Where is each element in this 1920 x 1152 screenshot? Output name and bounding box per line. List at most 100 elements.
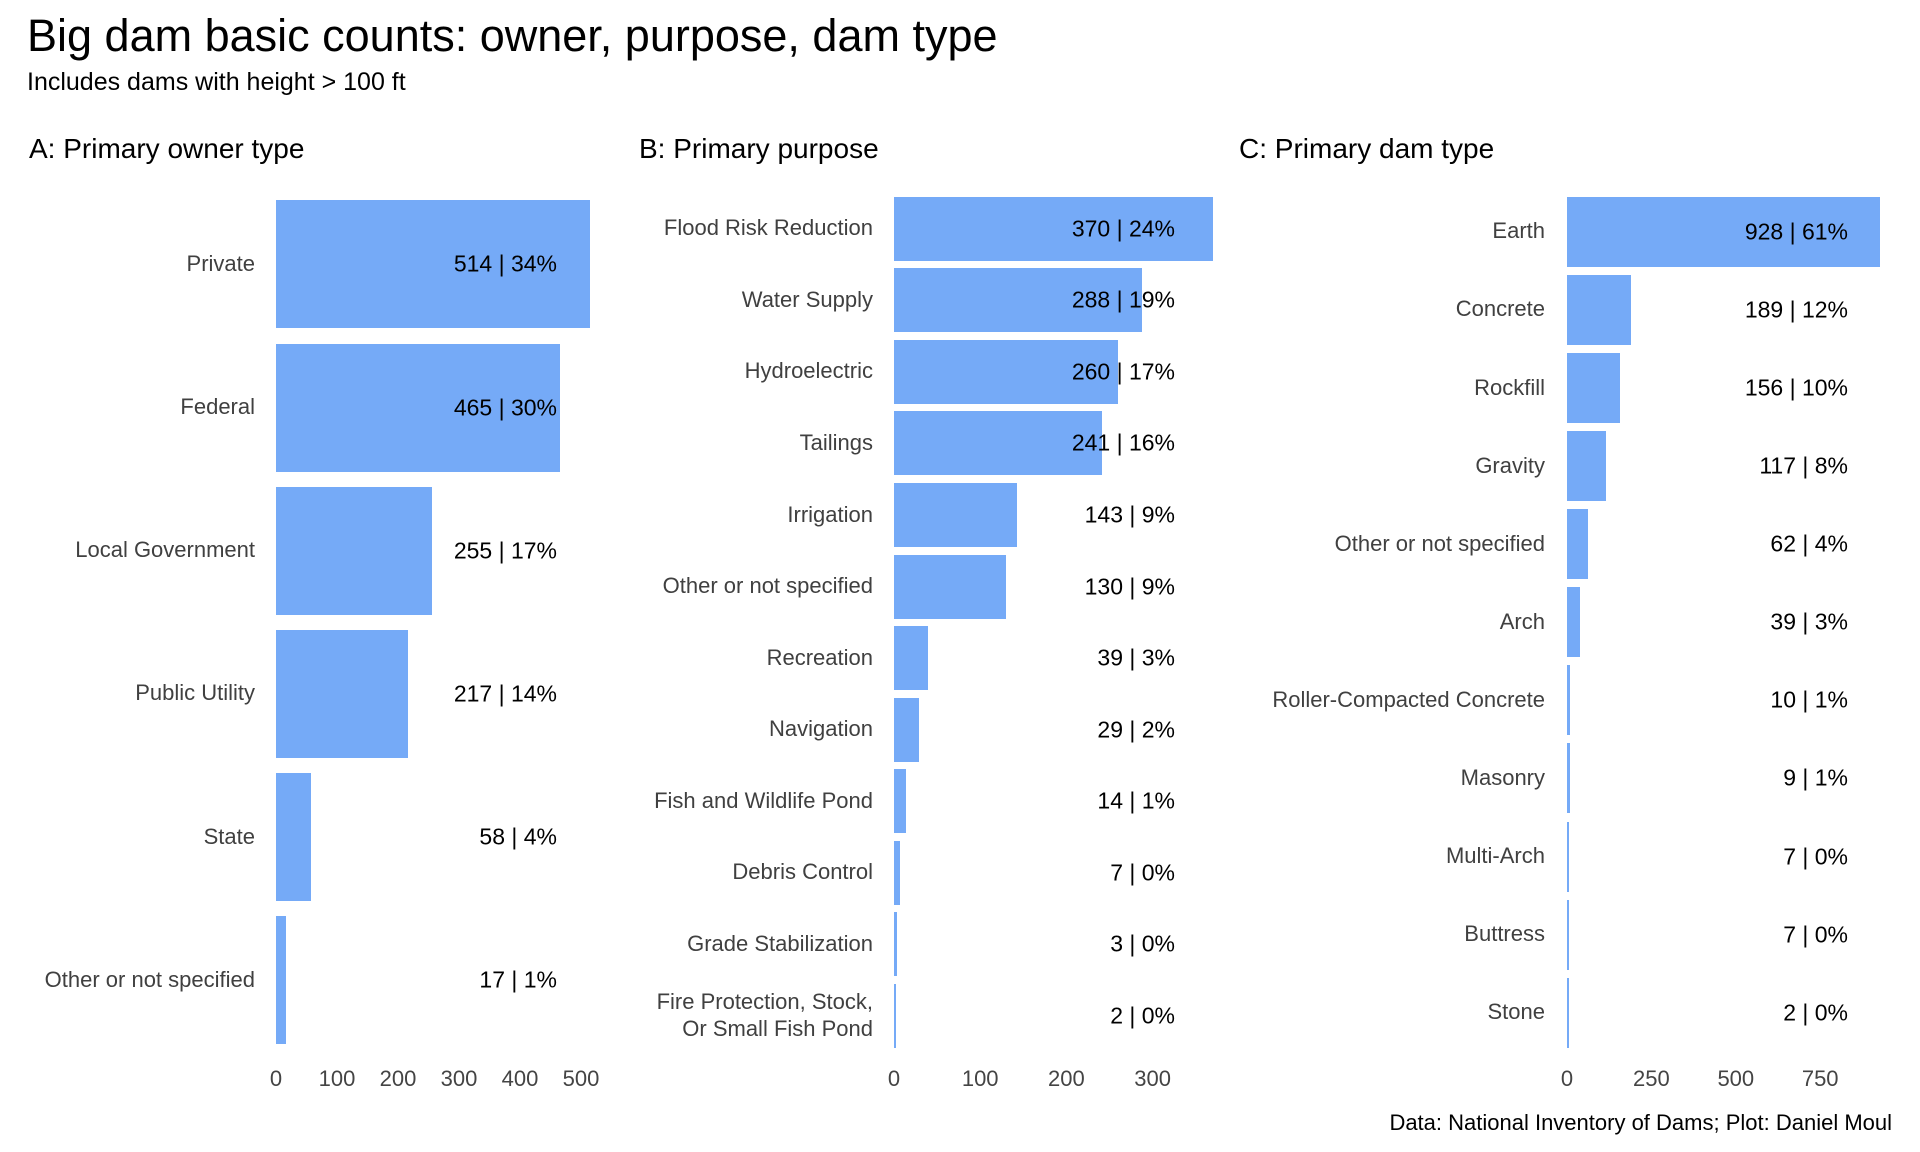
bar — [894, 769, 907, 834]
category-label: Concrete — [1455, 296, 1545, 322]
bar — [894, 196, 1213, 261]
value-label: 288 | 19% — [1071, 286, 1175, 313]
value-label: 58 | 4% — [479, 823, 557, 850]
bar-plot-area: 465 | 30% — [276, 336, 590, 479]
category-label: Other or not specified — [662, 573, 873, 599]
category-label: Private — [186, 250, 255, 276]
category-label: Buttress — [1464, 921, 1545, 947]
bar-row: Federal 465 | 30% — [24, 336, 590, 479]
bar — [276, 629, 409, 758]
axis-tick-label: 500 — [562, 1065, 600, 1091]
bar-row: Private 514 | 34% — [24, 193, 590, 336]
category-label: Other or not specified — [44, 966, 255, 992]
bar-row: Gravity 117 | 8% — [1224, 427, 1892, 505]
bar-plot-area: 928 | 61% — [1567, 193, 1892, 271]
bar-plot-area: 217 | 14% — [276, 622, 590, 765]
panel-owner-type: A: Primary owner type Private 514 | 34% Fe… — [24, 133, 599, 1096]
value-label: 2 | 0% — [1783, 999, 1848, 1026]
category-label: Tailings — [799, 429, 873, 455]
value-label: 62 | 4% — [1770, 530, 1848, 557]
bar-plot-area: 39 | 3% — [894, 622, 1224, 694]
bar — [894, 554, 1007, 619]
value-label: 370 | 24% — [1071, 215, 1175, 242]
bar — [1567, 899, 1570, 970]
value-label: 9 | 1% — [1783, 764, 1848, 791]
bar — [894, 482, 1018, 547]
panel-b-axis: 0 100 200 300 — [888, 1062, 1224, 1096]
bar-row: Irrigation 143 | 9% — [590, 479, 1224, 551]
category-label: Flood Risk Reduction — [663, 215, 873, 241]
bar-row: Concrete 189 | 12% — [1224, 271, 1892, 349]
value-label: 17 | 1% — [479, 966, 557, 993]
bar-row: Fish and Wildlife Pond 14 | 1% — [590, 766, 1224, 838]
bar — [276, 486, 432, 615]
panel-a-axis: 0 100 200 300 400 500 — [270, 1062, 599, 1096]
bar-row: Rockfill 156 | 10% — [1224, 349, 1892, 427]
axis-tick-label: 400 — [501, 1065, 539, 1091]
bar-row: Tailings 241 | 16% — [590, 408, 1224, 480]
bar — [894, 840, 901, 905]
bar-row: Arch 39 | 3% — [1224, 583, 1892, 661]
data-source-caption: Data: National Inventory of Dams; Plot: … — [1389, 1110, 1892, 1135]
axis-tick-label: 250 — [1633, 1065, 1670, 1091]
bar-plot-area: 117 | 8% — [1567, 427, 1892, 505]
bar-plot-area: 7 | 0% — [894, 837, 1224, 909]
bar-plot-area: 288 | 19% — [894, 264, 1224, 336]
category-label: Grade Stabilization — [687, 931, 873, 957]
value-label: 3 | 0% — [1110, 930, 1175, 957]
value-label: 241 | 16% — [1071, 429, 1175, 456]
bar-row: Navigation 29 | 2% — [590, 694, 1224, 766]
bar-plot-area: 62 | 4% — [1567, 505, 1892, 583]
bar-plot-area: 14 | 1% — [894, 766, 1224, 838]
axis-tick-label: 500 — [1717, 1065, 1755, 1091]
category-label: Hydroelectric — [744, 358, 873, 384]
axis-tick-label: 300 — [440, 1065, 478, 1091]
bar — [894, 697, 919, 762]
panel-c-axis: 0 250 500 750 — [1561, 1062, 1892, 1096]
bar-row: Other or not specified 130 | 9% — [590, 551, 1224, 623]
category-label: Rockfill — [1474, 374, 1545, 400]
bar — [1567, 196, 1881, 267]
category-label: Gravity — [1475, 452, 1545, 478]
axis-tick-label: 0 — [1560, 1065, 1574, 1091]
category-label: Arch — [1499, 608, 1545, 634]
bar-row: Grade Stabilization 3 | 0% — [590, 909, 1224, 981]
bar-plot-area: 370 | 24% — [894, 193, 1224, 265]
bar — [894, 912, 897, 977]
value-label: 39 | 3% — [1097, 644, 1175, 671]
category-label: Other or not specified — [1334, 530, 1545, 556]
bar-plot-area: 156 | 10% — [1567, 349, 1892, 427]
bar-row: State 58 | 4% — [24, 766, 590, 909]
value-label: 14 | 1% — [1097, 787, 1175, 814]
bar-plot-area: 3 | 0% — [894, 909, 1224, 981]
category-label: Earth — [1492, 218, 1545, 244]
value-label: 255 | 17% — [453, 537, 557, 564]
bar-plot-area: 2 | 0% — [894, 980, 1224, 1052]
bar — [894, 984, 896, 1049]
axis-tick-label: 750 — [1801, 1065, 1839, 1091]
bar — [1567, 352, 1620, 423]
axis-tick-label: 100 — [961, 1065, 999, 1091]
value-label: 7 | 0% — [1110, 859, 1175, 886]
axis-tick-label: 300 — [1134, 1065, 1171, 1091]
bar — [894, 339, 1119, 404]
bar — [276, 916, 287, 1045]
chart-subtitle: Includes dams with height > 100 ft — [27, 67, 406, 96]
bar-plot-area: 29 | 2% — [894, 694, 1224, 766]
value-label: 7 | 0% — [1783, 921, 1848, 948]
category-label: Local Government — [75, 537, 255, 563]
bar-row: Roller-Compacted Concrete 10 | 1% — [1224, 661, 1892, 739]
value-label: 465 | 30% — [453, 394, 557, 421]
bar — [894, 411, 1102, 476]
bar-plot-area: 58 | 4% — [276, 766, 590, 909]
bar-plot-area: 9 | 1% — [1567, 739, 1892, 817]
bar-plot-area: 7 | 0% — [1567, 896, 1892, 974]
value-label: 260 | 17% — [1071, 358, 1175, 385]
value-label: 143 | 9% — [1084, 501, 1175, 528]
bar — [1567, 665, 1571, 736]
panel-b-rows: Flood Risk Reduction 370 | 24% Water Suppl… — [590, 193, 1224, 1052]
category-label: Federal — [180, 394, 255, 420]
bar-row: Buttress 7 | 0% — [1224, 896, 1892, 974]
bar — [894, 268, 1143, 333]
